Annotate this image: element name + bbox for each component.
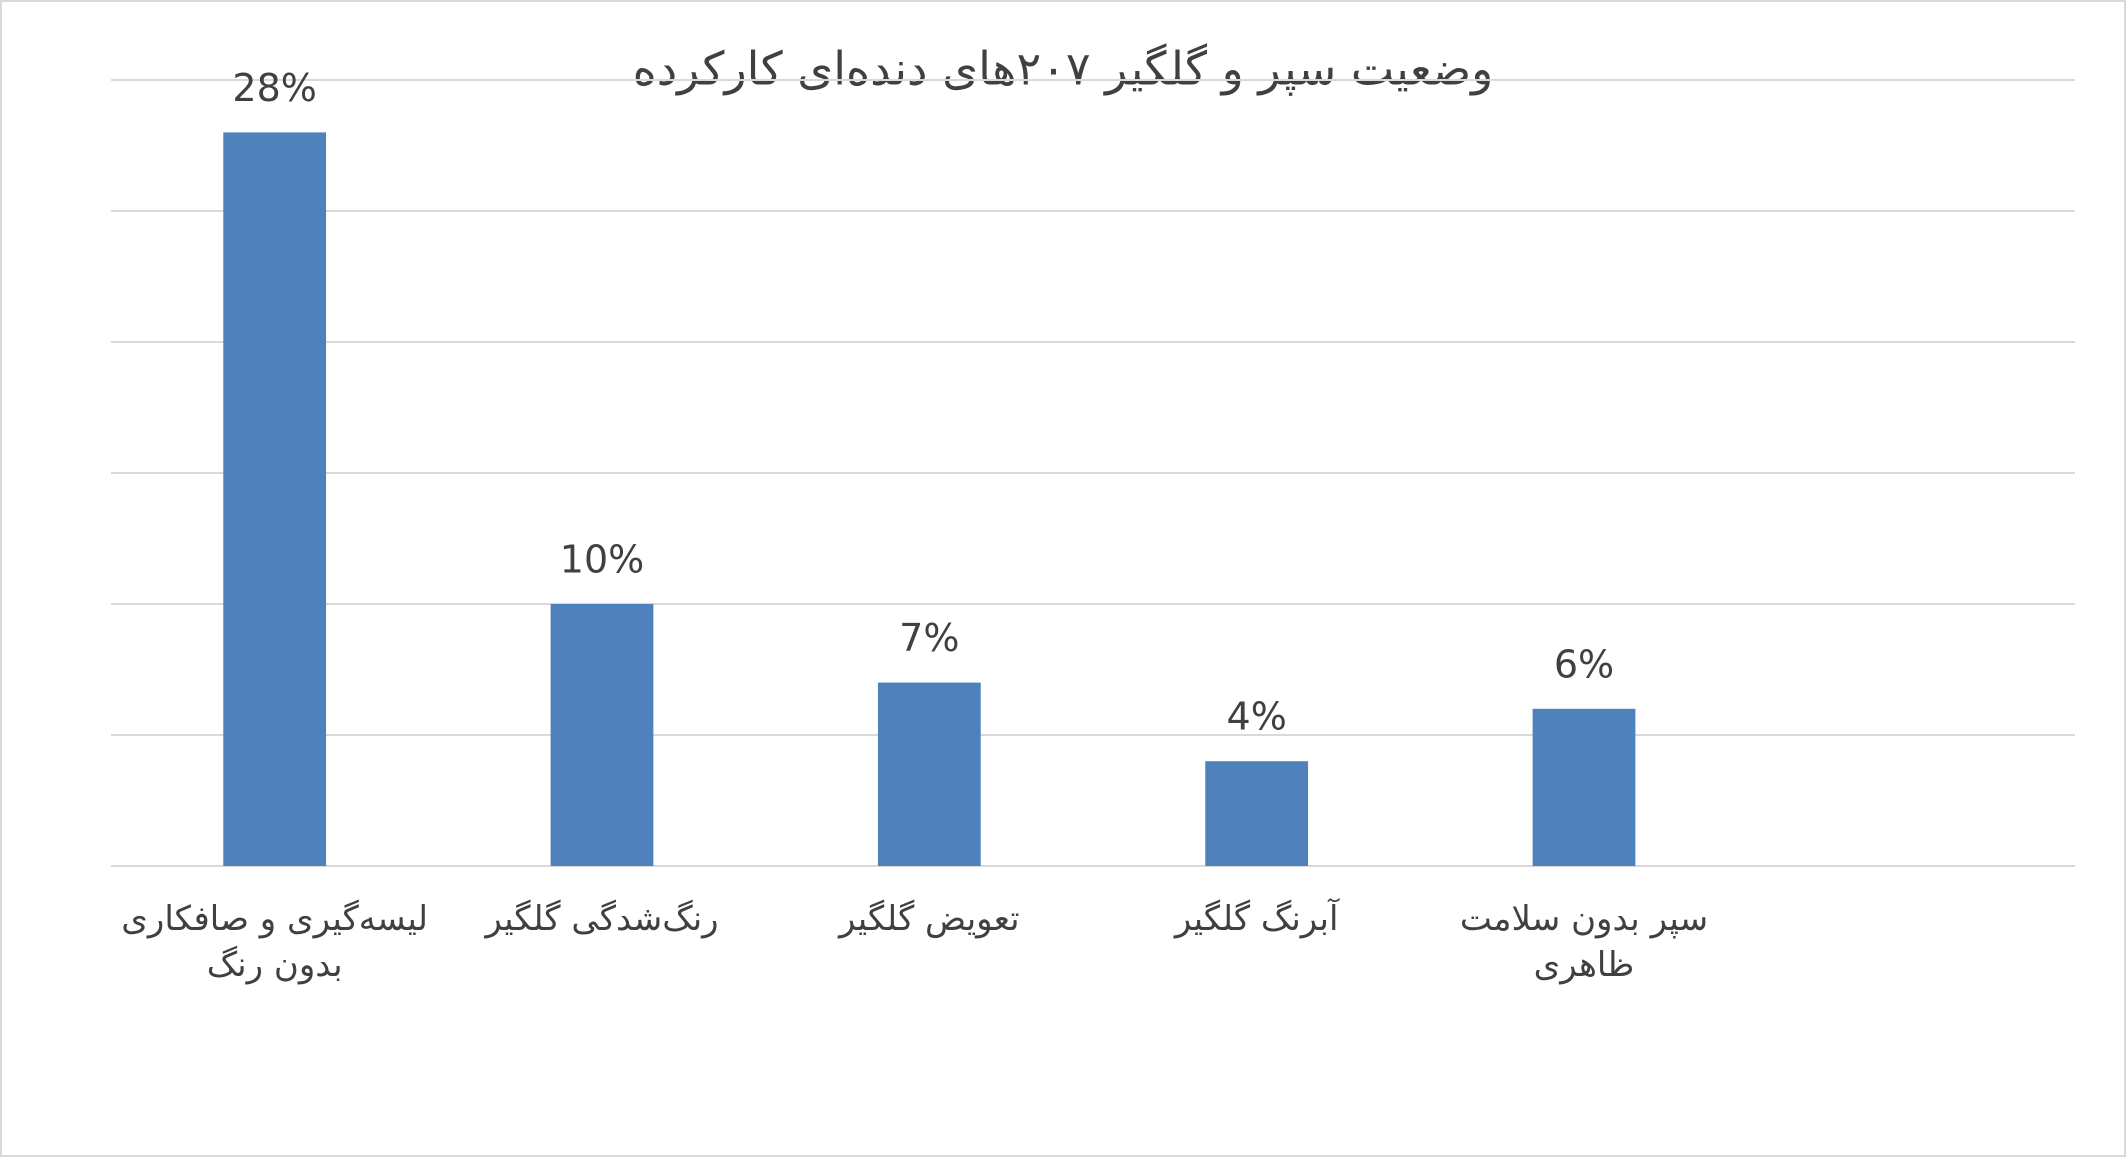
bar (550, 604, 654, 866)
bar (877, 682, 981, 866)
bar (1205, 761, 1309, 866)
x-tick-label: لیسه‌گیری و صافکاری بدون رنگ (121, 899, 428, 985)
chart-title: وضعیت سپر و گلگیر ۲۰۷های دنده‌ای کارکرده (633, 42, 1494, 97)
data-label: 6% (1554, 642, 1614, 686)
x-tick-label: سپر بدون سلامت ظاهری (1459, 899, 1709, 985)
x-tick-label: رنگ‌شدگی گلگیر (485, 899, 719, 939)
data-label: 10% (560, 538, 644, 582)
data-label: 7% (899, 616, 959, 660)
data-label: 28% (232, 66, 316, 110)
x-tick-label: تعویض گلگیر (839, 899, 1020, 939)
bar (223, 132, 327, 866)
x-tick-label: آبرنگ گلگیر (1174, 899, 1339, 939)
data-label: 4% (1227, 695, 1287, 739)
bar (1532, 708, 1636, 866)
